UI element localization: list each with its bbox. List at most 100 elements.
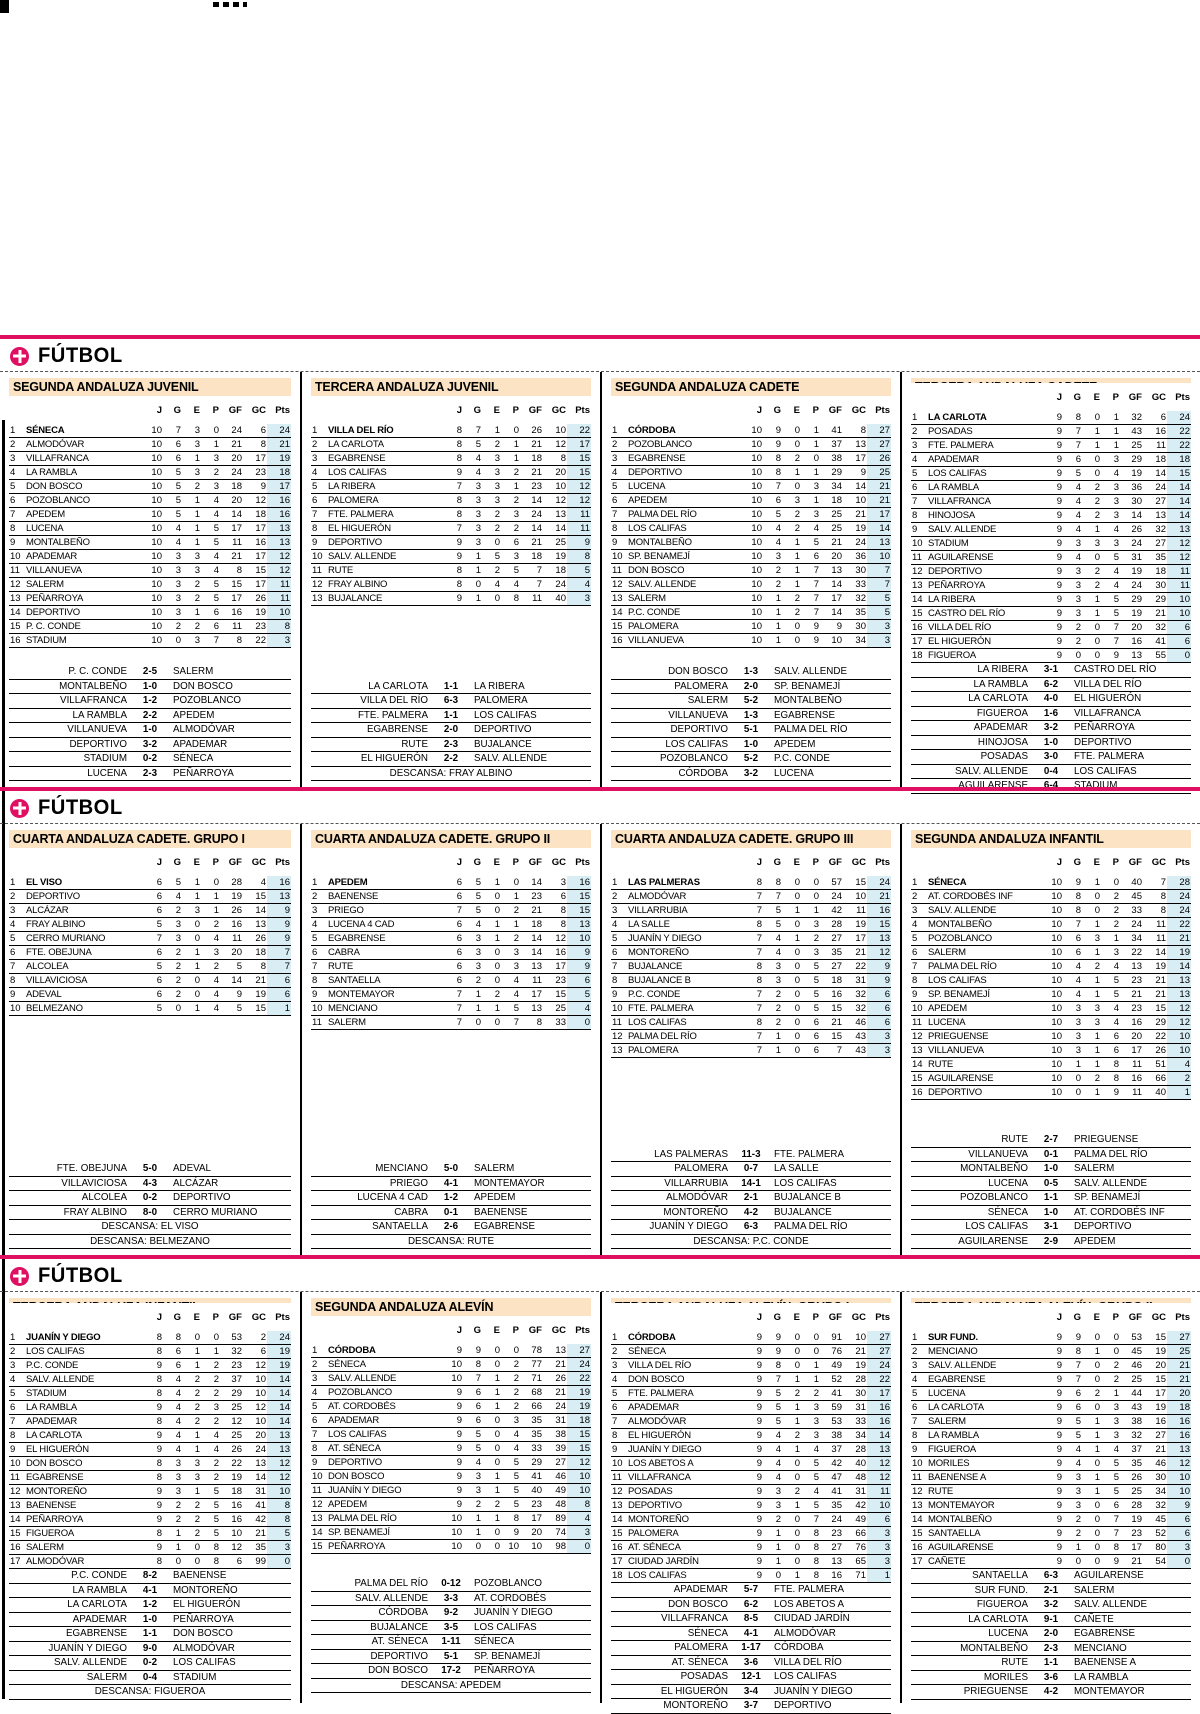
rank: 12 (10, 1486, 21, 1497)
rank: 12 (612, 1031, 623, 1042)
rank: 10 (10, 1458, 21, 1469)
stat-g: 0 (775, 1570, 781, 1581)
table-row: 2 SÉNECA 9 9 0 0 76 21 27 (611, 1345, 891, 1359)
table-row: 10 MENCIANO 7 1 1 5 13 25 4 (311, 1002, 591, 1016)
stat-g: 1 (775, 1031, 781, 1042)
rank: 15 (10, 1528, 21, 1539)
table-row: 16 SALERM 9 1 0 8 12 35 3 (9, 1541, 291, 1555)
table-row: 4 LA SALLE 8 5 0 3 28 19 15 (611, 918, 891, 932)
stat-j: 7 (756, 905, 762, 916)
stat-gf: 14 (231, 509, 242, 520)
result-row: LA CARLOTA 1-1 LA RIBERA (311, 680, 591, 694)
stat-gf: 27 (831, 961, 842, 972)
stat-j: 9 (756, 1332, 762, 1343)
home-team: VILLAFRANCA (60, 695, 127, 706)
rank: 11 (10, 565, 20, 576)
stat-e: 0 (1094, 1374, 1100, 1385)
stat-gf: 38 (831, 1430, 842, 1441)
stat-gf: 41 (531, 1471, 542, 1482)
stat-gf: 68 (531, 1387, 542, 1398)
team-name: EL HIGUERÓN (26, 1444, 89, 1455)
table-row: 8 LA RAMBLA 9 5 1 3 32 27 16 (911, 1429, 1191, 1443)
table-row: 13 PALMA DEL RÍO 10 1 1 8 17 89 4 (311, 1512, 591, 1526)
stat-g: 4 (775, 947, 781, 958)
team-name: VILLA DEL RÍO (928, 622, 992, 633)
team-name: SALERM (928, 947, 966, 958)
stat-pts: 16 (1167, 1415, 1191, 1428)
stat-gf: 17 (1131, 1045, 1142, 1056)
stat-gf: 22 (1131, 947, 1142, 958)
stat-e: 1 (1094, 1430, 1100, 1441)
stat-g: 6 (475, 1401, 481, 1412)
match-score: 12-1 (741, 1671, 761, 1682)
home-team: RUTE (1001, 1657, 1028, 1668)
stat-gc: 52 (1155, 1528, 1166, 1539)
table-row: 5 AT. CORDOBÉS 9 6 1 2 66 24 19 (311, 1400, 591, 1414)
results-list: DON BOSCO 1-3 SALV. ALLENDE PALOMERA 2-0 SP. … (611, 665, 891, 781)
stat-gc: 18 (255, 947, 266, 958)
table-row: 10 DON BOSCO 8 3 3 2 22 13 12 (9, 1457, 291, 1471)
stat-p: 1 (813, 1360, 819, 1371)
stat-gf: 25 (831, 523, 842, 534)
stat-pts: 4 (1167, 1058, 1191, 1071)
rank: 13 (612, 1500, 623, 1511)
home-team: MENCIANO (375, 1163, 428, 1174)
team-name: LAS PALMERAS (628, 877, 700, 888)
away-team: LOS CALIFAS (474, 709, 537, 721)
stat-gc: 32 (855, 1003, 866, 1014)
stat-p: 5 (213, 1486, 219, 1497)
stat-gf: 24 (831, 891, 842, 902)
home-team: LUCENA (988, 1177, 1028, 1189)
stat-e: 4 (494, 579, 500, 590)
stat-g: 0 (1075, 650, 1081, 661)
team-name: LOS CALIFAS (628, 1570, 687, 1581)
stat-g: 6 (175, 453, 181, 464)
stat-pts: 16 (867, 1415, 891, 1428)
team-name: VILLANUEVA (628, 635, 684, 646)
away-team: CAÑETE (1074, 1613, 1114, 1625)
stat-pts: 11 (867, 1485, 891, 1498)
stat-e: 2 (494, 1499, 500, 1510)
column-header: Pts (875, 1312, 890, 1323)
table-row: 9 DEPORTIVO 9 3 0 6 21 25 9 (311, 536, 591, 550)
stat-g: 8 (1075, 1346, 1081, 1357)
stat-gf: 11 (232, 537, 242, 548)
stat-p: 4 (513, 975, 519, 986)
stat-gc: 12 (255, 495, 266, 506)
stat-p: 2 (1113, 905, 1119, 916)
stat-e: 2 (194, 579, 200, 590)
column-header: GC (251, 1312, 266, 1323)
match-score: 5-1 (743, 724, 759, 735)
stat-gc: 13 (555, 1345, 566, 1356)
rank: 9 (312, 537, 318, 548)
stat-e: 1 (194, 1486, 200, 1497)
rank: 8 (10, 1430, 16, 1441)
home-team: HINOJOSA (977, 736, 1028, 748)
stat-g: 7 (1075, 426, 1081, 437)
stat-g: 3 (475, 933, 481, 944)
stat-p: 3 (813, 509, 819, 520)
away-team: BUJALANCE (774, 1206, 832, 1218)
result-row: VILLA DEL RÍO 6-3 PALOMERA (311, 694, 591, 709)
stat-pts: 5 (867, 606, 891, 619)
stat-gf: 14 (531, 877, 542, 888)
match-score: 8-0 (142, 1206, 158, 1218)
team-name: RUTE (928, 1486, 954, 1497)
rank: 3 (312, 1373, 318, 1384)
match-score: 6-2 (743, 1598, 759, 1610)
stat-e: 1 (1094, 1045, 1100, 1056)
rank: 9 (612, 989, 618, 1000)
away-team: PEÑARROYA (1074, 722, 1135, 733)
stat-e: 1 (794, 1444, 800, 1455)
stat-gc: 12 (255, 1360, 266, 1371)
stat-g: 7 (1075, 440, 1081, 451)
stat-g: 4 (775, 1430, 781, 1441)
match-score: 6-3 (743, 1221, 759, 1232)
stat-g: 3 (1075, 566, 1081, 577)
league-table: TERCERA ANDALUZA INFANTILJGEPGFGCPts1JUA… (0, 1292, 300, 1703)
away-team: SP. BENAMEJÍ (474, 1650, 541, 1662)
rank: 12 (312, 579, 323, 590)
result-row: SUR FUND. 2-1 SALERM (911, 1584, 1191, 1598)
table-row: 5 STADIUM 8 4 2 2 29 10 14 (9, 1387, 291, 1401)
league-table: TERCERA ANDALUZA JUVENIL J G E P GF GC Pts 1 VILL… (300, 372, 600, 791)
